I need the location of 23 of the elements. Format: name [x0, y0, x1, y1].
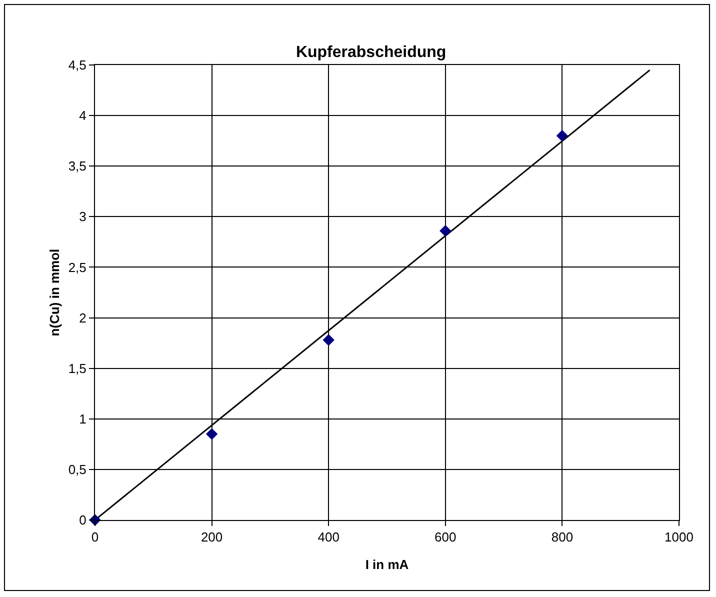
x-tick-label: 800 — [551, 530, 574, 545]
point — [206, 428, 218, 440]
x-tick-label: 600 — [434, 530, 456, 545]
y-tick-label: 3 — [79, 209, 86, 224]
x-tick-label: 400 — [318, 530, 340, 545]
y-axis-title: n(Cu) in mmol — [47, 248, 62, 336]
y-tick-label: 1 — [79, 411, 86, 426]
x-tick-label: 200 — [200, 530, 223, 545]
x-tick-label: 0 — [91, 530, 99, 545]
y-tick-label: 0 — [79, 512, 86, 528]
y-tick-label: 2,5 — [68, 260, 86, 275]
y-tick-label: 4 — [79, 108, 86, 124]
point — [440, 224, 452, 237]
chart-title: Kupferabscheidung — [296, 44, 446, 62]
y-tick-label: 2 — [79, 310, 86, 326]
x-tick-label: 1000 — [664, 530, 694, 545]
y-tick-label: 0,5 — [68, 462, 86, 477]
x-axis-title: I in mA — [365, 557, 410, 572]
point — [556, 130, 568, 142]
y-tick-label: 4,5 — [68, 58, 86, 73]
y-tick-label: 1,5 — [68, 360, 86, 376]
y-tick-label: 3,5 — [68, 158, 86, 174]
point — [322, 334, 334, 346]
